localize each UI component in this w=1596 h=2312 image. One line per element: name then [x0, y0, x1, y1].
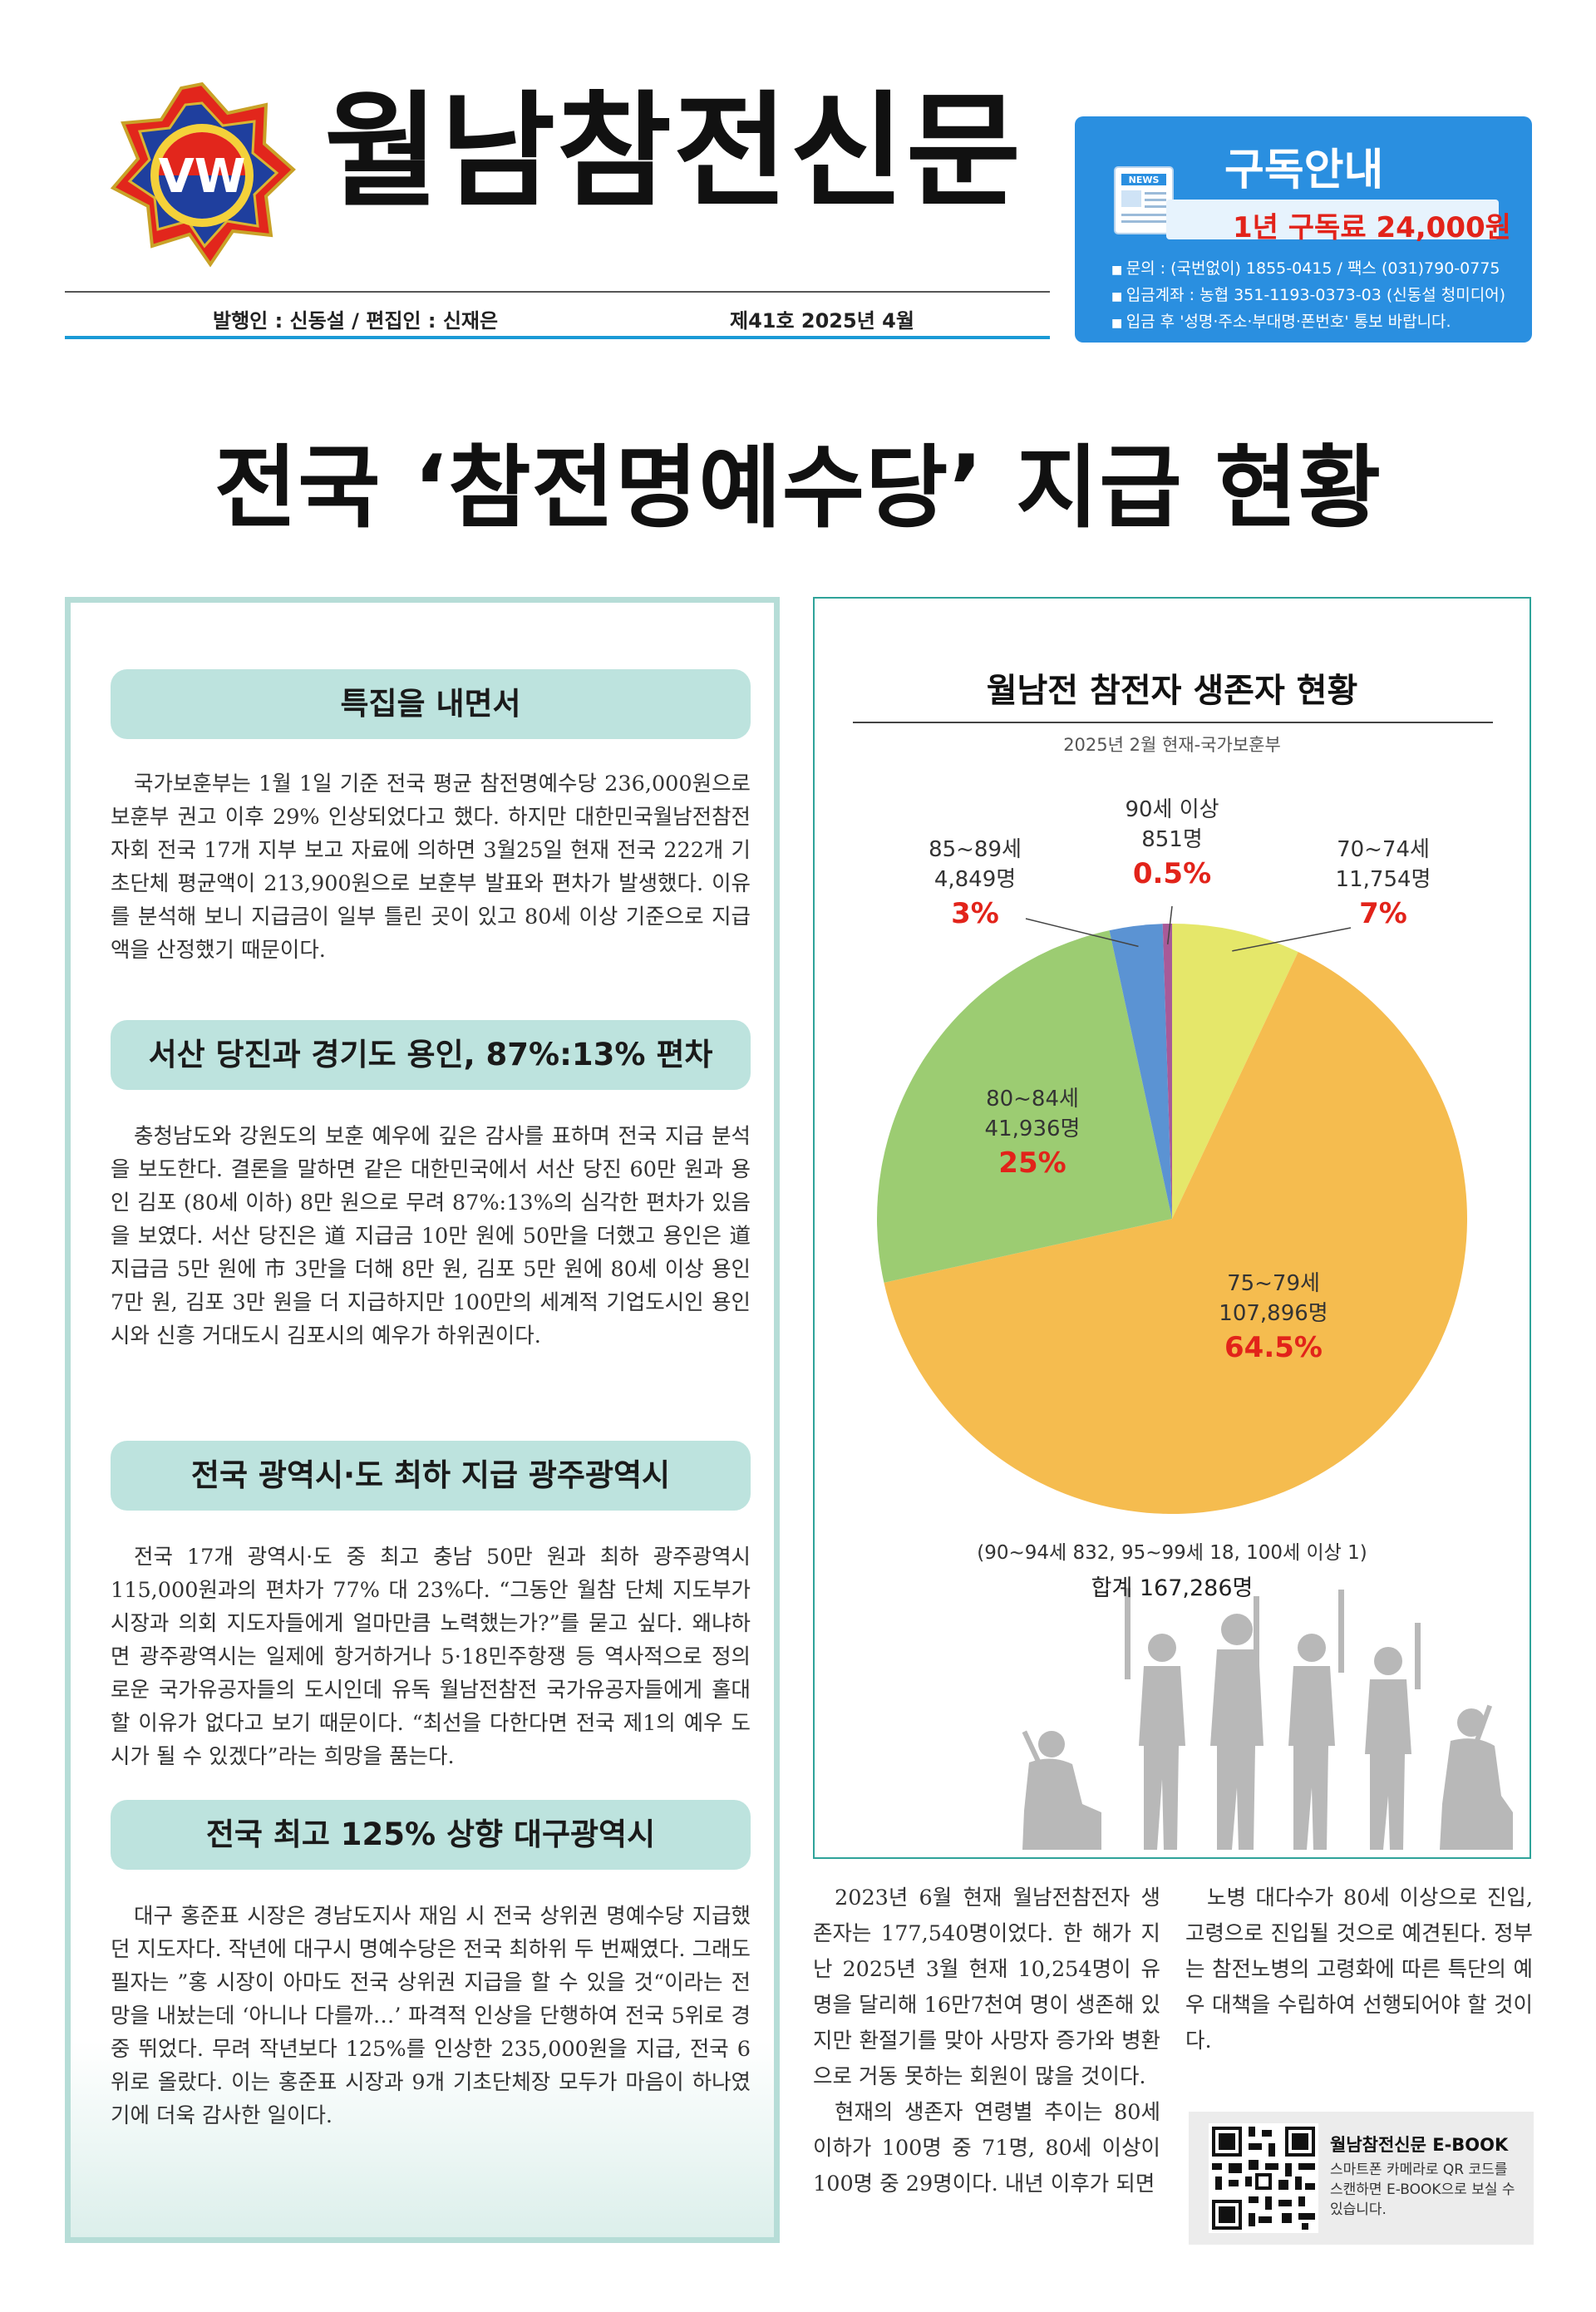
newspaper-logo: VW [110, 81, 296, 268]
pie-label-percent: 7% [1359, 897, 1407, 930]
chart-title-rule [853, 722, 1493, 723]
pie-label-age: 90세 이상 [1125, 797, 1219, 822]
qr-code-icon[interactable] [1209, 2123, 1318, 2233]
logo-letters: VW [158, 150, 245, 204]
pie-leader-line [1232, 927, 1352, 952]
pie-slice-5 [1162, 924, 1172, 1219]
soldier-silhouettes [1022, 1588, 1513, 1850]
section-body: 대구 홍준표 시장은 경남도지사 재임 시 전국 상위권 명예수당 지급했던 지… [111, 1904, 751, 2128]
chart-box: 월남전 참전자 생존자 현황 2025년 2월 현재-국가보훈부 70~74세 1… [813, 597, 1531, 1859]
pie-label-count: 11,754명 [1336, 867, 1431, 892]
section-heading: 서산 당진과 경기도 용인, 87%:13% 편차 [111, 1020, 751, 1090]
pie-label-percent: 64.5% [1224, 1331, 1323, 1364]
header-meta: 발행인 : 신동설 / 편집인 : 신재은 제41호 2025년 4월 [65, 301, 1050, 334]
pie-label-percent: 0.5% [1133, 857, 1211, 890]
subscription-price: 1년 구독료 24,000원 [1233, 211, 1511, 244]
soldier-standing-1 [1125, 1588, 1185, 1850]
ebook-title: 월남참전신문 E-BOOK [1330, 2135, 1509, 2155]
pie-label-count: 107,896명 [1219, 1301, 1328, 1326]
article-paragraph: 노병 대다수가 80세 이상으로 진입, 고령으로 진입될 것으로 예견된다. … [1185, 1886, 1533, 2053]
pie-slice-2 [884, 952, 1467, 1515]
main-headline: 전국 ‘참전명예수당’ 지급 현황 [214, 436, 1382, 540]
feature-article-box: 특집을 내면서 국가보훈부는 1월 1일 기준 전국 평균 참전명예수당 236… [65, 597, 780, 2243]
masthead-title: 월남참전신문 [324, 80, 1023, 224]
header-rule [65, 291, 1050, 293]
subscription-box: NEWS 구독안내 1년 구독료 24,000원 문의 : (국번없이) 185… [1075, 116, 1532, 343]
section-heading: 전국 광역시·도 최하 지급 광주광역시 [111, 1441, 751, 1511]
ebook-box: 월남참전신문 E-BOOK 스마트폰 카메라로 QR 코드를 스캔하면 E-BO… [1189, 2112, 1534, 2245]
soldier-standing-4 [1365, 1623, 1421, 1850]
section-body: 충청남도와 강원도의 보훈 예우에 깊은 감사를 표하며 전국 지급 분석을 보… [111, 1124, 751, 1348]
article-column-b: 노병 대다수가 80세 이상으로 진입, 고령으로 진입될 것으로 예견된다. … [1185, 1881, 1533, 2059]
soldier-kneeling-left [1022, 1730, 1101, 1850]
header-accent-rule [65, 336, 1050, 339]
article-paragraph: 현재의 생존자 연령별 추이는 80세 이하가 100명 중 71명, 80세 … [813, 2100, 1160, 2196]
section-heading: 특집을 내면서 [111, 669, 751, 739]
article-column-a: 2023년 6월 현재 월남전참전자 생존자는 177,540명이었다. 한 해… [813, 1881, 1160, 2202]
info-contact: 문의 : (국번없이) 1855-0415 / 팩스 (031)790-0775 [1111, 256, 1505, 283]
soldier-crouching-right [1440, 1704, 1513, 1850]
soldier-standing-2 [1210, 1596, 1264, 1850]
subscription-info: 문의 : (국번없이) 1855-0415 / 팩스 (031)790-0775… [1111, 256, 1505, 336]
pie-slice-3 [877, 930, 1172, 1283]
soldier-standing-3 [1288, 1590, 1344, 1850]
chart-footnote: (90~94세 832, 95~99세 18, 100세 이상 1) [977, 1542, 1367, 1564]
news-label: NEWS [1129, 175, 1160, 185]
pie-slice-4 [1109, 924, 1172, 1219]
pie-label-age: 85~89세 [929, 837, 1022, 862]
article-paragraph: 2023년 6월 현재 월남전참전자 생존자는 177,540명이었다. 한 해… [813, 1886, 1160, 2089]
chart-title: 월남전 참전자 생존자 현황 [986, 672, 1358, 710]
chart-subtitle: 2025년 2월 현재-국가보훈부 [1063, 735, 1281, 755]
section-body: 전국 17개 광역시·도 중 최고 충남 50만 원과 최하 광주광역시 115… [111, 1545, 751, 1769]
publisher-line: 발행인 : 신동설 / 편집인 : 신재은 [213, 309, 499, 333]
newspaper-icon: NEWS [1114, 166, 1208, 238]
section-body: 국가보훈부는 1월 1일 기준 전국 평균 참전명예수당 236,000원으로 … [111, 771, 751, 963]
pie-labels: 70~74세 11,754명 7% 75~79세 107,896명 64.5% 80~84세… [929, 797, 1431, 1364]
pie-slice-1 [1172, 924, 1298, 1219]
pie-leader-line [1025, 918, 1139, 948]
info-notice: 입금 후 '성명·주소·부대명·폰번호' 통보 바랍니다. [1111, 309, 1505, 336]
pie-label-percent: 25% [998, 1146, 1066, 1180]
section-heading: 전국 최고 125% 상향 대구광역시 [111, 1800, 751, 1870]
pie-leader-line [1166, 905, 1173, 944]
ebook-description: 스마트폰 카메라로 QR 코드를 스캔하면 E-BOOK으로 보실 수 있습니다… [1330, 2162, 1515, 2218]
pie-label-count: 41,936명 [985, 1117, 1081, 1141]
pie-chart: 70~74세 11,754명 7% 75~79세 107,896명 64.5% 80~84세… [877, 797, 1513, 1850]
pie-label-count: 4,849명 [934, 867, 1016, 892]
pie-label-count: 851명 [1141, 827, 1203, 852]
info-account: 입금계좌 : 농협 351-1193-0373-03 (신동설 청미디어) [1111, 283, 1505, 309]
pie-label-age: 75~79세 [1227, 1271, 1320, 1296]
pie-label-age: 80~84세 [986, 1087, 1079, 1112]
issue-number: 제41호 2025년 4월 [730, 309, 914, 333]
pie-label-age: 70~74세 [1337, 837, 1430, 862]
pie-slices [877, 924, 1467, 1515]
pie-label-percent: 3% [951, 897, 999, 930]
subscription-title: 구독안내 [1224, 145, 1384, 195]
pie-leader-lines [1025, 905, 1352, 952]
price-bar [1166, 200, 1499, 239]
chart-total: 합계 167,286명 [1091, 1575, 1254, 1601]
